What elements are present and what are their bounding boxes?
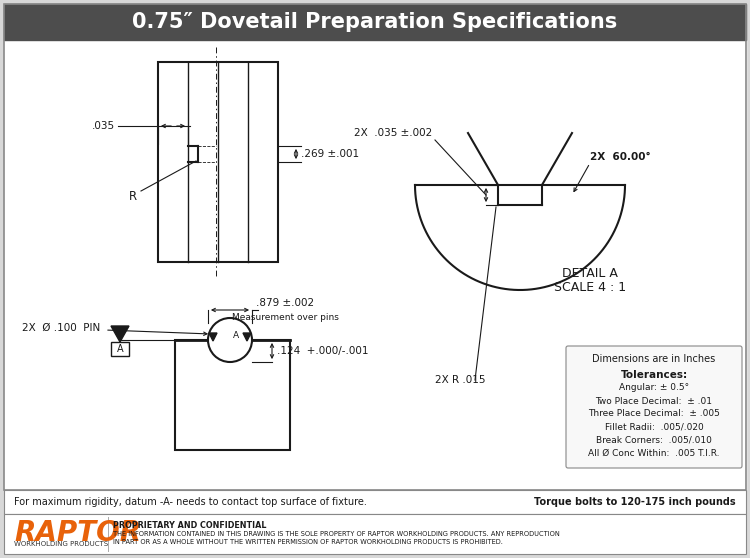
Text: 0.75″ Dovetail Preparation Specifications: 0.75″ Dovetail Preparation Specification… bbox=[132, 12, 618, 32]
Text: .879 ±.002: .879 ±.002 bbox=[256, 298, 314, 308]
Text: Three Place Decimal:  ± .005: Three Place Decimal: ± .005 bbox=[588, 410, 720, 418]
Text: Angular: ± 0.5°: Angular: ± 0.5° bbox=[619, 383, 689, 392]
Text: Tolerances:: Tolerances: bbox=[620, 370, 688, 380]
Text: 2X R .015: 2X R .015 bbox=[435, 375, 485, 385]
Text: 2X  60.00°: 2X 60.00° bbox=[590, 152, 650, 162]
Bar bbox=[111, 342, 129, 356]
Text: SCALE 4 : 1: SCALE 4 : 1 bbox=[554, 281, 626, 294]
Bar bbox=[4, 490, 746, 514]
FancyBboxPatch shape bbox=[566, 346, 742, 468]
Text: A: A bbox=[117, 344, 123, 354]
Text: .035: .035 bbox=[92, 121, 115, 131]
Bar bbox=[4, 40, 746, 490]
Text: R: R bbox=[129, 190, 137, 203]
Text: .124  +.000/-.001: .124 +.000/-.001 bbox=[277, 346, 368, 356]
Text: 2X  Ø .100  PIN: 2X Ø .100 PIN bbox=[22, 323, 101, 333]
Text: DETAIL A: DETAIL A bbox=[562, 267, 618, 280]
Text: WORKHOLDING PRODUCTS: WORKHOLDING PRODUCTS bbox=[14, 541, 108, 547]
Text: Fillet Radii:  .005/.020: Fillet Radii: .005/.020 bbox=[604, 422, 703, 431]
Circle shape bbox=[208, 318, 252, 362]
Text: THE INFORMATION CONTAINED IN THIS DRAWING IS THE SOLE PROPERTY OF RAPTOR WORKHOL: THE INFORMATION CONTAINED IN THIS DRAWIN… bbox=[113, 531, 560, 545]
Text: For maximum rigidity, datum -A- needs to contact top surface of fixture.: For maximum rigidity, datum -A- needs to… bbox=[14, 497, 367, 507]
Bar bbox=[4, 4, 746, 490]
Text: PROPRIETARY AND CONFIDENTIAL: PROPRIETARY AND CONFIDENTIAL bbox=[113, 521, 266, 530]
Text: A: A bbox=[233, 330, 239, 339]
Text: All Ø Conc Within:  .005 T.I.R.: All Ø Conc Within: .005 T.I.R. bbox=[588, 449, 720, 458]
Text: Torque bolts to 120-175 inch pounds: Torque bolts to 120-175 inch pounds bbox=[534, 497, 736, 507]
Bar bbox=[4, 4, 746, 40]
Bar bbox=[4, 514, 746, 554]
Text: Measurement over pins: Measurement over pins bbox=[232, 313, 338, 322]
Bar bbox=[175, 340, 290, 450]
Text: .269 ±.001: .269 ±.001 bbox=[301, 149, 359, 159]
Text: Break Corners:  .005/.010: Break Corners: .005/.010 bbox=[596, 435, 712, 445]
Polygon shape bbox=[209, 333, 217, 341]
Text: Dimensions are in Inches: Dimensions are in Inches bbox=[592, 354, 716, 364]
Text: RAPTOR: RAPTOR bbox=[14, 519, 141, 547]
Polygon shape bbox=[243, 333, 251, 341]
Text: 2X  .035 ±.002: 2X .035 ±.002 bbox=[354, 128, 432, 138]
Text: Two Place Decimal:  ± .01: Two Place Decimal: ± .01 bbox=[596, 397, 712, 406]
Bar bbox=[158, 62, 278, 262]
Polygon shape bbox=[111, 326, 129, 342]
